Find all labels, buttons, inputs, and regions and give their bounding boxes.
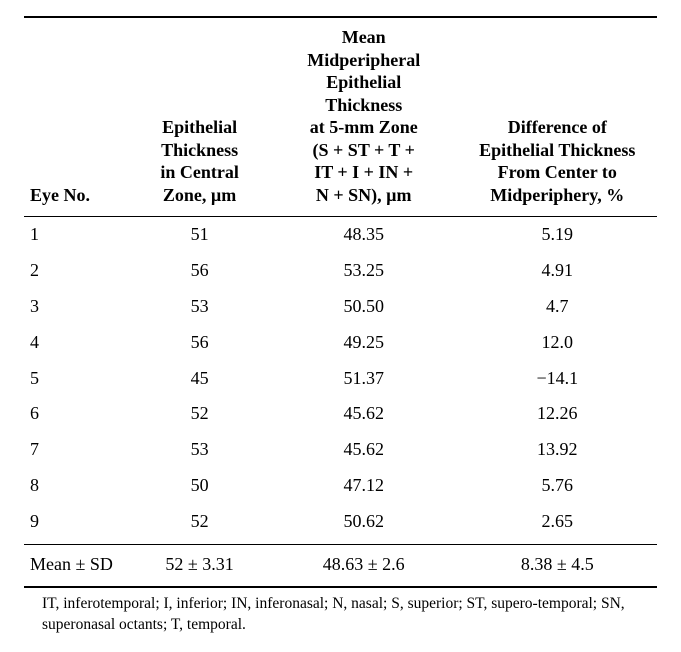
cell-diff: 5.76 (458, 468, 657, 504)
col-header-midperipheral: MeanMidperipheralEpithelialThicknessat 5… (270, 17, 458, 217)
cell-eye: 4 (24, 325, 129, 361)
table-body: 1 51 48.35 5.19 2 56 53.25 4.91 3 53 50.… (24, 217, 657, 545)
cell-central: 53 (129, 289, 270, 325)
cell-eye: 9 (24, 504, 129, 544)
cell-midperiph: 45.62 (270, 396, 458, 432)
cell-diff: −14.1 (458, 361, 657, 397)
epithelial-thickness-table: Eye No. EpithelialThicknessin CentralZon… (24, 16, 657, 588)
cell-eye: 8 (24, 468, 129, 504)
cell-eye: 5 (24, 361, 129, 397)
table-row: 9 52 50.62 2.65 (24, 504, 657, 544)
cell-eye: 3 (24, 289, 129, 325)
summary-central: 52 ± 3.31 (129, 545, 270, 588)
cell-central: 50 (129, 468, 270, 504)
cell-central: 56 (129, 325, 270, 361)
table-row: 7 53 45.62 13.92 (24, 432, 657, 468)
cell-diff: 2.65 (458, 504, 657, 544)
cell-eye: 1 (24, 217, 129, 253)
cell-diff: 4.91 (458, 253, 657, 289)
cell-midperiph: 47.12 (270, 468, 458, 504)
cell-eye: 2 (24, 253, 129, 289)
cell-midperiph: 50.50 (270, 289, 458, 325)
table-row: 8 50 47.12 5.76 (24, 468, 657, 504)
cell-central: 45 (129, 361, 270, 397)
cell-eye: 7 (24, 432, 129, 468)
cell-central: 52 (129, 504, 270, 544)
col-header-central: EpithelialThicknessin CentralZone, µm (129, 17, 270, 217)
table-row: 1 51 48.35 5.19 (24, 217, 657, 253)
cell-central: 56 (129, 253, 270, 289)
cell-central: 51 (129, 217, 270, 253)
cell-midperiph: 50.62 (270, 504, 458, 544)
summary-label: Mean ± SD (24, 545, 129, 588)
cell-midperiph: 49.25 (270, 325, 458, 361)
cell-midperiph: 53.25 (270, 253, 458, 289)
table-row: 2 56 53.25 4.91 (24, 253, 657, 289)
table-row: 4 56 49.25 12.0 (24, 325, 657, 361)
summary-row: Mean ± SD 52 ± 3.31 48.63 ± 2.6 8.38 ± 4… (24, 545, 657, 588)
cell-eye: 6 (24, 396, 129, 432)
table-row: 6 52 45.62 12.26 (24, 396, 657, 432)
cell-central: 53 (129, 432, 270, 468)
cell-midperiph: 48.35 (270, 217, 458, 253)
summary-midperiph: 48.63 ± 2.6 (270, 545, 458, 588)
cell-midperiph: 45.62 (270, 432, 458, 468)
table-row: 3 53 50.50 4.7 (24, 289, 657, 325)
table-row: 5 45 51.37 −14.1 (24, 361, 657, 397)
abbreviations-note: IT, inferotemporal; I, inferior; IN, inf… (24, 588, 657, 636)
cell-diff: 12.0 (458, 325, 657, 361)
col-header-difference: Difference ofEpithelial ThicknessFrom Ce… (458, 17, 657, 217)
col-header-eye: Eye No. (24, 17, 129, 217)
cell-diff: 12.26 (458, 396, 657, 432)
cell-midperiph: 51.37 (270, 361, 458, 397)
summary-diff: 8.38 ± 4.5 (458, 545, 657, 588)
cell-diff: 13.92 (458, 432, 657, 468)
cell-diff: 5.19 (458, 217, 657, 253)
cell-diff: 4.7 (458, 289, 657, 325)
cell-central: 52 (129, 396, 270, 432)
